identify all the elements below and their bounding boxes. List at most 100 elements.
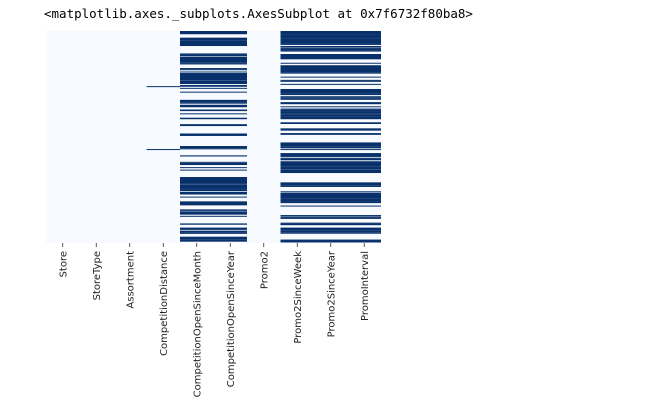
missing-cell [314,224,348,226]
missing-cell [347,192,381,199]
missing-cell [280,114,314,117]
missing-cell [180,183,214,185]
missing-cell [213,124,247,127]
missing-cell [213,161,247,163]
missing-cell [314,166,348,170]
missing-cell [347,116,381,118]
missing-cell [280,47,314,49]
missing-cell [280,72,314,74]
missing-cell [314,129,348,131]
missing-cell [280,161,314,167]
missing-cell [213,239,247,242]
missing-cell [347,31,381,35]
missing-cell [213,177,247,184]
missing-cell [314,36,348,39]
missing-cell [314,117,348,120]
missing-cell [213,71,247,73]
missing-cell [314,205,348,207]
missing-cell [280,241,314,243]
missing-cell [180,40,214,47]
missing-cell [213,191,247,195]
missing-cell [314,216,348,218]
missing-cell [180,155,214,157]
missing-cell [314,88,348,94]
missing-cell [347,157,381,159]
missing-cell [314,182,348,186]
missing-cell [314,158,348,161]
missing-cell [213,69,247,71]
missing-cell [280,111,314,114]
missing-cell [213,189,247,192]
missing-cell [280,83,314,85]
missing-cell [213,188,247,190]
missing-cell [180,177,214,184]
missing-cell [280,108,314,110]
missing-cell [347,128,381,130]
missing-cell [180,71,214,73]
missing-cell [280,192,314,199]
missing-cell [314,98,348,100]
missing-cell [314,93,348,96]
missing-cell [347,83,381,85]
missing-cell [314,31,348,32]
missing-cell [213,40,247,47]
missing-cell [213,155,247,157]
missing-cell [347,50,381,52]
missing-cell [314,102,348,105]
missing-cell [280,146,314,149]
missing-cell [280,230,314,233]
missing-cell [347,65,381,67]
missing-cell [280,102,314,105]
missing-cell [280,157,314,159]
missing-cell [213,146,247,149]
missing-cell [213,232,247,234]
missing-cell [314,230,348,233]
missing-cell [314,192,348,199]
missing-cell [280,158,314,161]
missing-cell [180,236,214,238]
missing-cell [314,215,348,217]
missing-cell [213,63,247,65]
missing-cell [213,31,247,35]
missing-cell [280,106,314,108]
missing-cell [180,230,214,233]
x-tick-label-StoreType: StoreType [92,251,103,300]
missing-cell [347,98,381,100]
missing-cell [180,110,214,112]
missing-cell [280,153,314,155]
missing-cell [180,91,214,93]
missing-cell [280,46,314,48]
missing-cell [213,56,247,63]
missing-cell [347,198,381,202]
x-tick-label-CompetitionOpenSinceYear: CompetitionOpenSinceYear [226,250,237,387]
missing-cell [213,68,247,70]
missing-cell [280,232,314,234]
missing-cell [347,216,381,218]
missing-cell [314,38,348,44]
missing-cell [180,188,214,190]
missing-cell [280,80,314,82]
missing-cell [213,210,247,212]
missing-cell [347,185,381,187]
missing-cell [280,31,314,35]
missing-cell [347,227,381,231]
missing-cell [280,113,314,115]
missing-cell [180,31,214,35]
missing-cell [213,62,247,64]
missing-cell [280,128,314,130]
missing-cell [213,37,247,41]
missing-cell [180,85,214,87]
heatmap-column-StoreType [79,31,113,243]
missing-cell [280,223,314,225]
missing-cell [280,116,314,118]
missing-cell [180,87,214,89]
missing-cell [347,185,381,187]
missing-cell [347,54,381,60]
missing-cell [280,222,314,224]
missing-cell [280,122,314,124]
missing-cell [314,106,348,108]
missing-cell [213,209,247,211]
missing-cell [180,53,214,55]
missing-cell [280,215,314,217]
missing-cell [314,153,348,155]
